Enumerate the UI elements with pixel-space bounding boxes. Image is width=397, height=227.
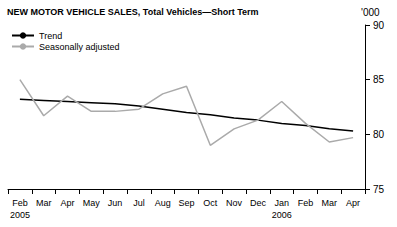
svg-text:2005: 2005 (10, 210, 30, 220)
svg-text:'000: '000 (361, 7, 380, 18)
svg-text:85: 85 (373, 74, 385, 85)
svg-text:Jan: Jan (274, 198, 289, 208)
svg-text:Mar: Mar (36, 198, 52, 208)
svg-text:Feb: Feb (12, 198, 28, 208)
svg-text:Jun: Jun (108, 198, 123, 208)
svg-text:Dec: Dec (250, 198, 267, 208)
svg-text:80: 80 (373, 129, 385, 140)
svg-text:Feb: Feb (298, 198, 314, 208)
svg-text:Sep: Sep (178, 198, 194, 208)
svg-text:90: 90 (373, 20, 385, 31)
svg-text:Nov: Nov (226, 198, 243, 208)
svg-text:Jul: Jul (133, 198, 145, 208)
svg-text:2006: 2006 (272, 210, 292, 220)
svg-text:Apr: Apr (346, 198, 360, 208)
svg-text:Apr: Apr (60, 198, 74, 208)
svg-text:75: 75 (373, 184, 385, 195)
svg-text:Trend: Trend (39, 31, 62, 41)
svg-text:NEW MOTOR VEHICLE SALES, Total: NEW MOTOR VEHICLE SALES, Total Vehicles—… (7, 7, 259, 17)
svg-text:Oct: Oct (203, 198, 218, 208)
svg-text:Seasonally adjusted: Seasonally adjusted (39, 42, 120, 52)
svg-text:May: May (83, 198, 101, 208)
svg-text:Mar: Mar (322, 198, 338, 208)
svg-text:Aug: Aug (155, 198, 171, 208)
